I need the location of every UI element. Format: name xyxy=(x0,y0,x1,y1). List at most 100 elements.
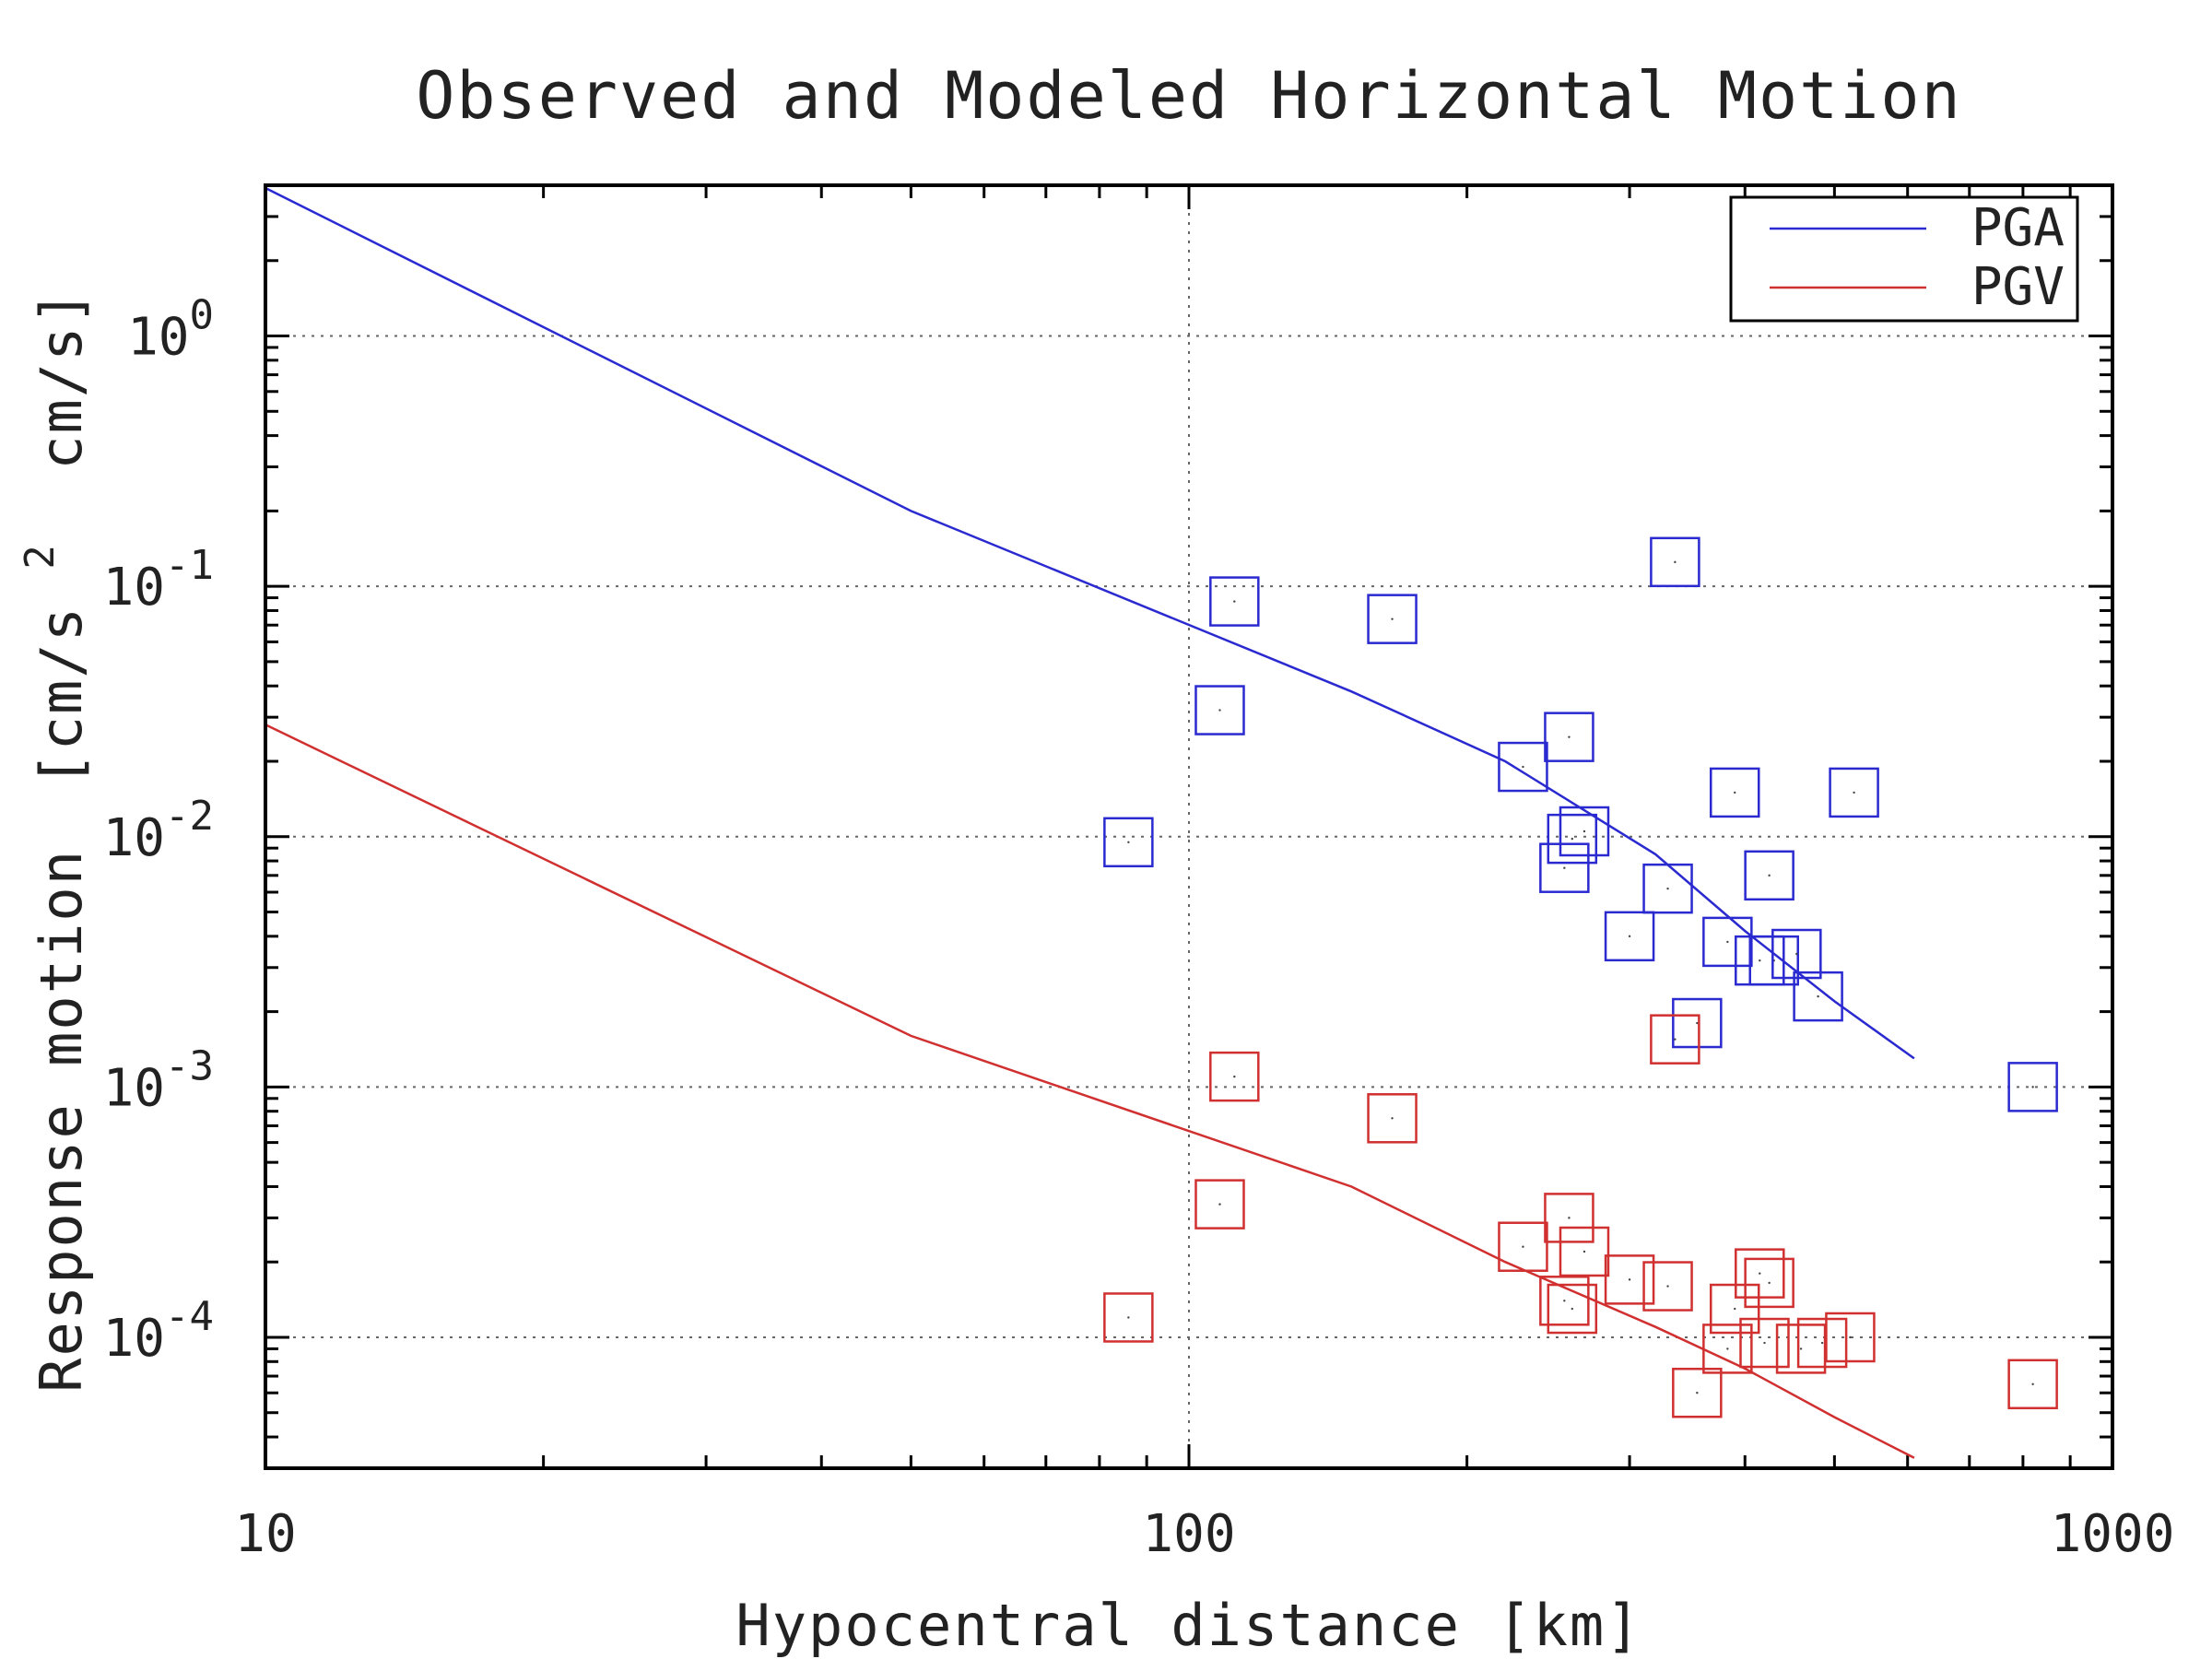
observed-point-pga xyxy=(1829,767,1879,818)
y-axis-label: Response motion [cm/s 2 cm/s] xyxy=(0,288,95,1393)
observed-point-dot xyxy=(1522,1245,1524,1248)
observed-point-pgv xyxy=(1796,1317,1848,1369)
observed-point-pgv xyxy=(1209,1051,1260,1102)
observed-point-pgv xyxy=(2007,1359,2058,1410)
observed-point-dot xyxy=(1391,1117,1394,1120)
observed-point-dot xyxy=(1127,1316,1130,1319)
observed-point-dot xyxy=(1233,600,1236,603)
observed-point-pgv xyxy=(1544,1193,1594,1243)
y-axis-label-units-open: [cm/s xyxy=(28,606,95,787)
observed-point-pga xyxy=(1547,813,1598,865)
observed-point-pga xyxy=(1498,741,1548,793)
observed-point-dot xyxy=(1726,940,1729,944)
observed-point-dot xyxy=(1563,866,1566,869)
observed-point-pga xyxy=(1539,842,1590,893)
observed-point-dot xyxy=(1768,874,1771,877)
observed-point-dot xyxy=(1849,1335,1852,1339)
observed-point-pgv xyxy=(1775,1324,1827,1374)
observed-point-dot xyxy=(1391,618,1394,620)
y-tick-label: 10-1 xyxy=(103,542,214,618)
observed-point-pgv xyxy=(1367,1093,1418,1144)
x-tick-label: 100 xyxy=(1142,1504,1235,1564)
observed-point-dot xyxy=(1583,830,1586,833)
observed-point-pgv xyxy=(1559,1226,1610,1277)
observed-point-dot xyxy=(1583,1250,1586,1253)
observed-point-dot xyxy=(1759,1272,1761,1275)
tick-labels-layer: 10 100 1000 100 10-1 10-2 10-3 10-4 xyxy=(103,292,2175,1564)
observed-point-dot xyxy=(1568,735,1571,738)
observed-point-dot xyxy=(1726,1347,1729,1350)
observed-point-pgv xyxy=(1735,1248,1785,1299)
observed-point-pgv xyxy=(1547,1283,1598,1335)
observed-point-dot xyxy=(1666,1285,1669,1288)
y-tick-label: 10-3 xyxy=(103,1042,214,1118)
observed-point-dot xyxy=(1674,560,1677,564)
model-line-pgv xyxy=(265,724,1915,1459)
observed-point-pga xyxy=(1672,997,1723,1049)
observed-point-dot xyxy=(1563,1300,1566,1302)
observed-point-dot xyxy=(2031,1382,2034,1385)
observed-point-pgv xyxy=(1739,1317,1790,1369)
observed-point-dot xyxy=(1853,791,1855,794)
observed-point-pga xyxy=(1103,817,1154,868)
observed-point-pga xyxy=(1793,971,1843,1022)
observed-point-pgv xyxy=(1539,1276,1590,1326)
observed-point-pga xyxy=(1559,806,1610,857)
observed-point-dot xyxy=(1734,1307,1736,1311)
observed-point-dot xyxy=(1218,709,1221,712)
y-tick-label: 100 xyxy=(127,292,214,368)
x-tick-label: 1000 xyxy=(2051,1504,2175,1564)
observed-point-dot xyxy=(1820,1341,1824,1345)
observed-point-dot xyxy=(1571,1307,1574,1311)
observed-point-pga xyxy=(1702,916,1753,968)
observed-point-dot xyxy=(1666,887,1669,890)
observed-point-dot xyxy=(1734,791,1736,794)
observed-point-pga xyxy=(1194,685,1245,735)
observed-point-pga xyxy=(1748,935,1799,986)
observed-point-dot xyxy=(1628,935,1631,938)
observed-point-dot xyxy=(1696,1392,1699,1394)
observed-point-pga xyxy=(1544,712,1594,762)
legend-box xyxy=(1729,195,2079,323)
y-tick-label: 10-2 xyxy=(103,793,214,868)
y-axis-label-units-close: cm/s] xyxy=(28,288,95,470)
observed-point-pgv xyxy=(1194,1179,1245,1230)
x-axis-label: Hypocentral distance [km] xyxy=(735,1592,1641,1659)
observed-points-layer xyxy=(1103,536,2058,1418)
observed-point-pga xyxy=(1209,576,1260,627)
observed-point-dot xyxy=(1763,1341,1766,1345)
observed-point-dot xyxy=(1628,1278,1631,1281)
x-tick-label: 10 xyxy=(234,1504,296,1564)
observed-point-pga xyxy=(1642,863,1693,914)
observed-point-pgv xyxy=(1702,1324,1753,1374)
observed-point-pga xyxy=(1604,911,1655,962)
observed-point-pga xyxy=(1650,536,1700,588)
observed-point-dot xyxy=(1795,952,1798,956)
observed-point-dot xyxy=(2031,1086,2034,1088)
y-axis-label-units-sup: 2 xyxy=(17,543,64,570)
observed-point-pgv xyxy=(1642,1261,1693,1312)
grid-layer xyxy=(265,185,2112,1468)
legend-label-pga: PGA xyxy=(1971,198,2065,258)
observed-point-pga xyxy=(1744,850,1794,901)
observed-point-dot xyxy=(1799,1347,1803,1350)
observed-point-pga xyxy=(2007,1062,2058,1112)
observed-point-pgv xyxy=(1498,1221,1548,1272)
observed-point-dot xyxy=(1674,1038,1677,1041)
plot-frame xyxy=(264,183,2114,1470)
observed-point-dot xyxy=(1759,959,1761,962)
observed-point-pgv xyxy=(1103,1292,1154,1343)
observed-point-pga xyxy=(1367,594,1418,644)
observed-point-dot xyxy=(1768,1281,1771,1285)
chart-title: Observed and Modeled Horizontal Motion xyxy=(416,58,1961,134)
y-tick-label: 10-4 xyxy=(103,1293,214,1369)
observed-point-dot xyxy=(1696,1021,1699,1025)
observed-point-pga xyxy=(1771,928,1822,980)
observed-point-dot xyxy=(1571,837,1574,841)
observed-point-dot xyxy=(1817,994,1819,998)
observed-point-dot xyxy=(1127,841,1130,844)
observed-point-pgv xyxy=(1650,1014,1700,1065)
observed-point-dot xyxy=(1233,1075,1236,1078)
